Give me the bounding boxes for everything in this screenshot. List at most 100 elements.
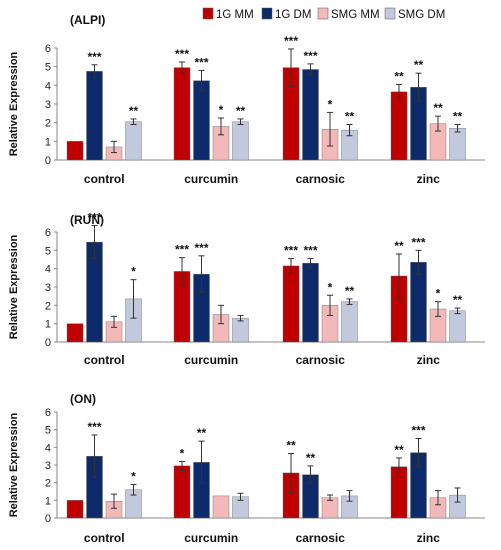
category-label: control xyxy=(84,531,125,545)
significance-label: *** xyxy=(284,244,298,258)
category-label: carnosic xyxy=(296,353,346,367)
significance-label: * xyxy=(328,97,333,111)
y-tick-label: 3 xyxy=(45,460,51,472)
category-label: curcumin xyxy=(184,353,238,367)
significance-label: *** xyxy=(411,424,425,438)
bar xyxy=(173,465,191,519)
bar xyxy=(193,80,210,161)
legend-label: 1G MM xyxy=(216,9,254,21)
significance-label: ** xyxy=(236,104,246,118)
significance-label: ** xyxy=(345,284,355,298)
y-tick-label: 2 xyxy=(45,118,51,130)
panel-title: (ALPI) xyxy=(70,13,105,27)
y-tick-label: 4 xyxy=(45,80,51,92)
significance-label: ** xyxy=(394,443,404,457)
significance-label: * xyxy=(131,469,136,483)
y-tick-label: 5 xyxy=(45,245,51,257)
legend-swatch xyxy=(261,7,273,20)
significance-label: * xyxy=(219,103,224,117)
category-label: zinc xyxy=(417,531,441,545)
legend-swatch xyxy=(384,7,396,20)
y-axis-label: Relative Expression xyxy=(8,412,20,517)
significance-label: *** xyxy=(303,49,317,63)
significance-label: * xyxy=(180,446,185,460)
significance-label: *** xyxy=(194,55,208,69)
y-tick-label: 4 xyxy=(45,264,51,276)
category-label: curcumin xyxy=(184,172,238,186)
significance-label: ** xyxy=(129,104,139,118)
significance-label: ** xyxy=(414,58,424,72)
legend-swatch xyxy=(202,7,214,20)
bar xyxy=(86,71,103,161)
bar xyxy=(125,121,142,161)
significance-label: * xyxy=(328,280,333,294)
significance-label: ** xyxy=(453,110,463,124)
category-label: control xyxy=(84,172,125,186)
panel-title: (ON) xyxy=(70,392,96,406)
category-label: control xyxy=(84,353,125,367)
significance-label: ** xyxy=(197,426,207,440)
y-tick-label: 1 xyxy=(45,319,51,331)
panel-title: (RUN) xyxy=(70,213,104,227)
significance-label: *** xyxy=(175,243,189,257)
y-tick-label: 5 xyxy=(45,62,51,74)
category-label: curcumin xyxy=(184,531,238,545)
category-label: zinc xyxy=(417,353,441,367)
bar xyxy=(232,121,249,161)
significance-label: *** xyxy=(284,34,298,48)
legend-label: 1G DM xyxy=(275,9,311,21)
bar xyxy=(341,301,358,343)
legend-swatch xyxy=(317,7,329,20)
y-tick-label: 6 xyxy=(45,227,51,239)
y-tick-label: 2 xyxy=(45,478,51,490)
significance-label: ** xyxy=(286,439,296,453)
bar xyxy=(66,323,84,343)
legend-label: SMG MM xyxy=(331,9,380,21)
y-tick-label: 5 xyxy=(45,425,51,437)
chart-panel-0: (ALPI)Relative Expression0123456*****con… xyxy=(8,13,485,186)
legend-label: SMG DM xyxy=(398,9,445,21)
significance-label: * xyxy=(436,287,441,301)
bar xyxy=(212,495,230,519)
legend: 1G MM 1G DM SMG MM SMG DM xyxy=(202,7,445,21)
chart-panel-2: (ON)Relative Expression0123456****contro… xyxy=(8,392,485,545)
bar xyxy=(302,69,319,161)
significance-label: ** xyxy=(394,239,404,253)
category-label: zinc xyxy=(417,172,441,186)
significance-label: *** xyxy=(194,241,208,255)
bar xyxy=(449,128,466,161)
significance-label: ** xyxy=(453,293,463,307)
y-tick-label: 2 xyxy=(45,300,51,312)
bar xyxy=(302,262,319,343)
y-tick-label: 0 xyxy=(45,513,51,525)
significance-label: * xyxy=(131,265,136,279)
significance-label: *** xyxy=(411,235,425,249)
bar xyxy=(232,317,249,343)
y-tick-label: 0 xyxy=(45,337,51,349)
significance-label: ** xyxy=(394,69,404,83)
significance-label: *** xyxy=(87,211,101,225)
chart-panel-1: (RUN)Relative Expression0123456****contr… xyxy=(8,211,485,367)
bar xyxy=(390,91,408,161)
bar xyxy=(449,310,466,343)
y-tick-label: 6 xyxy=(45,407,51,419)
bar xyxy=(173,67,191,161)
y-tick-label: 1 xyxy=(45,495,51,507)
category-label: carnosic xyxy=(296,172,346,186)
y-tick-label: 4 xyxy=(45,442,51,454)
significance-label: *** xyxy=(87,50,101,64)
significance-label: *** xyxy=(303,244,317,258)
bar xyxy=(66,141,84,161)
y-tick-label: 0 xyxy=(45,155,51,167)
bar xyxy=(66,500,84,519)
significance-label: ** xyxy=(306,451,316,465)
significance-label: *** xyxy=(87,420,101,434)
category-label: carnosic xyxy=(296,531,346,545)
y-tick-label: 3 xyxy=(45,282,51,294)
y-axis-label: Relative Expression xyxy=(8,234,20,339)
y-tick-label: 6 xyxy=(45,43,51,55)
significance-label: ** xyxy=(433,101,443,115)
significance-label: ** xyxy=(345,110,355,124)
bar xyxy=(282,265,300,343)
